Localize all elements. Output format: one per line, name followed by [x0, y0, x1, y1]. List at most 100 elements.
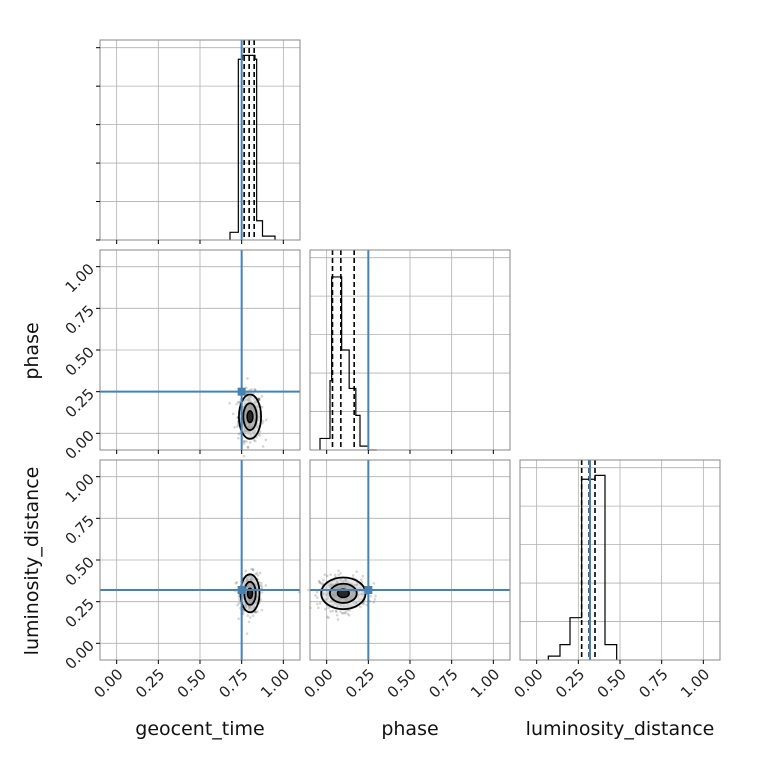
sample-point: [259, 598, 262, 601]
sample-point: [343, 611, 347, 615]
sample-point: [237, 436, 240, 440]
sample-point: [234, 581, 238, 585]
sample-point: [365, 603, 368, 607]
histogram-step-geocent-time: [229, 54, 276, 240]
sample-point: [259, 584, 263, 587]
x-tick-label: 1.00: [257, 665, 293, 701]
sample-point: [237, 601, 241, 605]
sample-point: [246, 614, 250, 617]
sample-point: [261, 419, 265, 423]
sample-point: [260, 591, 264, 594]
sample-point: [259, 582, 263, 585]
sample-point: [236, 400, 240, 404]
sample-point: [253, 439, 257, 443]
sample-point: [298, 590, 301, 594]
sample-point: [249, 616, 252, 619]
sample-point: [346, 612, 349, 616]
sample-point: [258, 571, 262, 575]
sample-point: [326, 615, 329, 619]
sample-point: [333, 573, 337, 577]
sample-point: [327, 616, 330, 620]
sample-point: [307, 588, 310, 592]
histogram-step-phase: [319, 276, 377, 451]
y-tick-label: 0.75: [62, 512, 98, 548]
sample-point: [243, 440, 246, 443]
y-tick-label: 1.00: [62, 260, 98, 296]
sample-point: [242, 440, 246, 443]
sample-point: [251, 568, 255, 571]
sample-point: [261, 421, 264, 425]
sample-point: [340, 611, 344, 615]
sample-point: [318, 602, 322, 605]
x-tick-label: 0.25: [552, 665, 588, 701]
x-tick-label: 0.00: [90, 665, 126, 701]
marginal-panel-phase: [309, 249, 511, 454]
sample-point: [251, 568, 255, 572]
sample-point: [323, 573, 327, 576]
sample-point: [318, 581, 322, 585]
sample-point: [258, 397, 261, 400]
sample-point: [242, 612, 245, 616]
sample-point: [337, 569, 340, 573]
y-tick-label: 1.00: [62, 470, 98, 506]
sample-point: [246, 446, 250, 449]
sample-point: [255, 436, 259, 439]
sample-point: [236, 603, 239, 607]
sample-point: [322, 578, 325, 582]
sample-point: [372, 581, 376, 585]
sample-point: [335, 610, 338, 614]
sample-point: [359, 578, 363, 582]
sample-point: [327, 606, 330, 610]
sample-point: [329, 573, 332, 576]
sample-point: [256, 610, 259, 614]
sample-point: [373, 598, 377, 601]
sample-point: [335, 613, 339, 617]
sample-point: [264, 584, 268, 587]
sample-point: [237, 617, 240, 621]
sample-point: [321, 582, 325, 585]
sample-point: [252, 438, 256, 442]
sample-point: [253, 388, 257, 392]
sample-point: [359, 605, 362, 609]
x-tick-label: 0.25: [342, 665, 378, 701]
x-tick-label: 1.00: [677, 665, 713, 701]
sample-point: [315, 590, 319, 594]
sample-point: [237, 594, 241, 597]
sample-point: [254, 611, 258, 614]
sample-point: [325, 574, 329, 578]
contour-inner: [246, 410, 254, 424]
sample-point: [331, 609, 335, 613]
sample-point: [339, 571, 342, 575]
y-tick-label: 0.50: [62, 553, 98, 589]
x-tick-label: 0.00: [300, 665, 336, 701]
sample-point: [260, 405, 264, 409]
ylabel-phase: phase: [21, 322, 43, 379]
sample-point: [344, 610, 347, 614]
sample-point: [336, 618, 340, 621]
sample-point: [361, 602, 365, 606]
x-tick-label: 0.25: [132, 665, 168, 701]
y-tick-label: 0.00: [62, 637, 98, 673]
sample-point: [329, 610, 332, 613]
sample-point: [246, 445, 250, 449]
y-tick-label: 0.25: [62, 385, 98, 421]
sample-point: [315, 602, 319, 606]
x-tick-label: 0.75: [635, 665, 671, 701]
y-tick-label: 0.75: [62, 302, 98, 338]
sample-point: [372, 600, 376, 604]
joint-panel-geocent-time-vs-luminosity-distance: [96, 459, 301, 664]
sample-point: [361, 574, 365, 578]
sample-point: [260, 585, 264, 588]
x-tick-label: 0.75: [215, 665, 251, 701]
sample-point: [236, 425, 239, 428]
x-tick-label: 0.50: [594, 665, 630, 701]
sample-point: [250, 567, 253, 571]
sample-point: [254, 572, 257, 576]
sample-point: [347, 613, 351, 617]
sample-point: [261, 445, 265, 448]
sample-point: [228, 401, 231, 405]
sample-point: [247, 620, 251, 624]
sample-point: [314, 594, 317, 597]
sample-point: [316, 596, 319, 599]
